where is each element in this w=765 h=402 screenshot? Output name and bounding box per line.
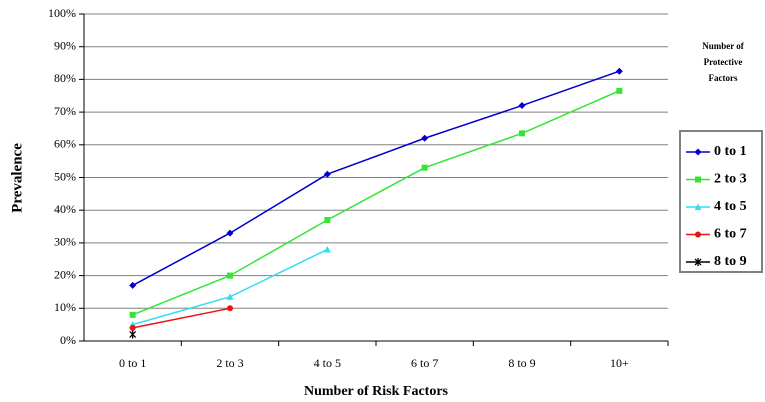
series-line bbox=[132, 90, 620, 316]
legend-label: 0 to 1 bbox=[714, 144, 747, 159]
marker bbox=[129, 281, 137, 289]
y-tick-label: 60% bbox=[54, 137, 76, 151]
series-line bbox=[132, 307, 231, 329]
marker bbox=[226, 293, 234, 300]
marker bbox=[518, 102, 526, 110]
x-tick-label: 2 to 3 bbox=[216, 356, 243, 370]
x-tick-label: 0 to 1 bbox=[119, 356, 146, 370]
marker bbox=[227, 305, 233, 312]
series-line bbox=[132, 248, 328, 326]
legend-label: 6 to 7 bbox=[714, 227, 747, 242]
y-tick-label: 10% bbox=[54, 300, 76, 314]
x-tick-label: 4 to 5 bbox=[314, 356, 341, 370]
x-tick-label: 10+ bbox=[610, 356, 629, 370]
y-tick-label: 0% bbox=[60, 333, 76, 347]
legend-label: 4 to 5 bbox=[714, 199, 747, 214]
marker bbox=[227, 272, 233, 279]
series-line bbox=[132, 70, 620, 287]
y-axis-label: Prevalence bbox=[9, 143, 25, 213]
marker bbox=[129, 330, 137, 339]
legend-label: 8 to 9 bbox=[714, 254, 747, 269]
legend-box bbox=[679, 130, 763, 273]
y-tick-label: 100% bbox=[48, 6, 76, 20]
legend-title: Protective bbox=[704, 57, 743, 67]
marker bbox=[421, 134, 429, 142]
x-axis-label: Number of Risk Factors bbox=[304, 384, 449, 399]
marker bbox=[615, 67, 623, 75]
marker bbox=[694, 258, 702, 266]
y-tick-label: 90% bbox=[54, 38, 76, 52]
y-tick-label: 40% bbox=[54, 202, 76, 216]
y-tick-label: 30% bbox=[54, 235, 76, 249]
marker bbox=[323, 245, 331, 253]
marker bbox=[129, 324, 136, 331]
marker bbox=[226, 229, 234, 237]
legend-label: 2 to 3 bbox=[714, 172, 747, 187]
y-tick-label: 80% bbox=[54, 71, 76, 85]
y-tick-label: 50% bbox=[54, 169, 76, 183]
marker bbox=[616, 87, 623, 94]
marker bbox=[519, 130, 525, 137]
x-tick-label: 6 to 7 bbox=[411, 356, 438, 370]
marker bbox=[129, 311, 136, 318]
y-tick-label: 20% bbox=[54, 267, 76, 281]
marker bbox=[694, 148, 702, 156]
legend-title: Factors bbox=[709, 73, 738, 83]
legend-title: Number of bbox=[702, 41, 745, 51]
x-tick-label: 8 to 9 bbox=[508, 356, 535, 370]
marker bbox=[695, 176, 701, 183]
marker bbox=[324, 217, 331, 224]
marker bbox=[694, 203, 702, 210]
marker bbox=[323, 170, 331, 178]
marker bbox=[421, 164, 428, 171]
marker bbox=[695, 231, 701, 238]
y-tick-label: 70% bbox=[54, 104, 76, 118]
